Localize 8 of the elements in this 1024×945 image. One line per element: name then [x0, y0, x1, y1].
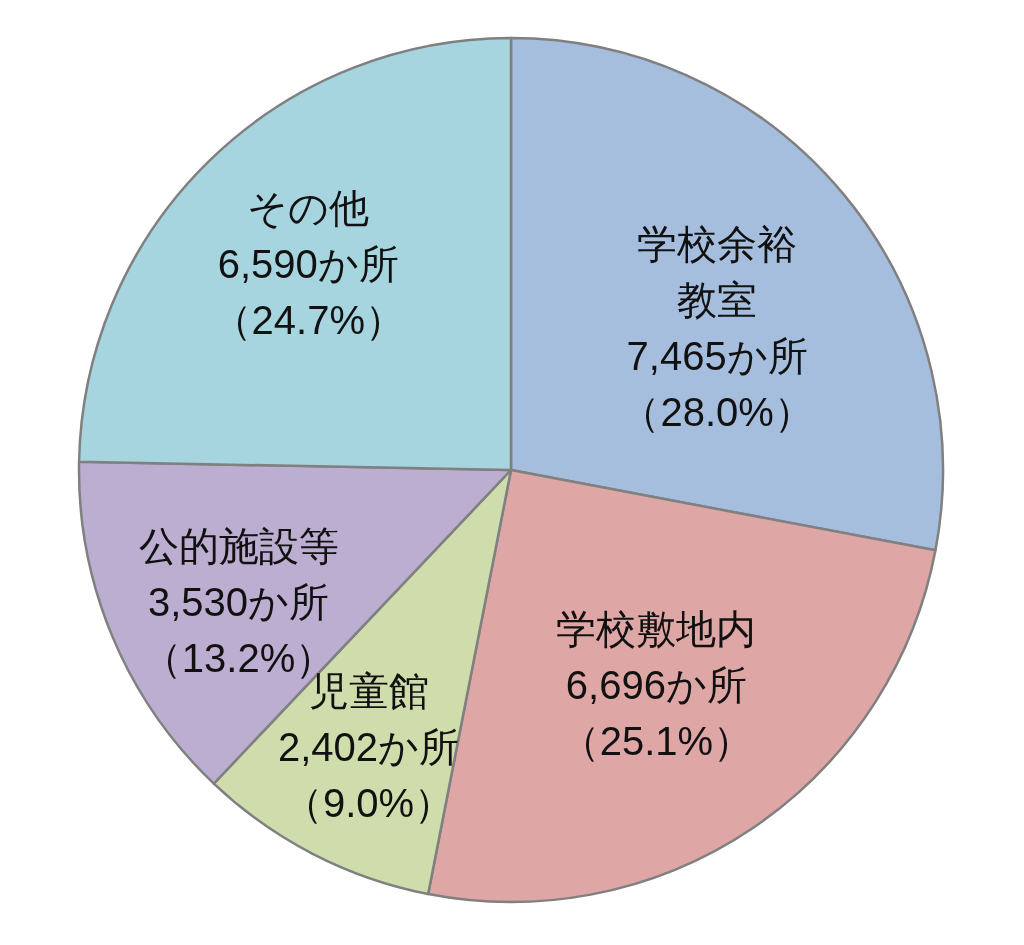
data-label: 7,465か所（28.0%） — [620, 333, 814, 434]
data-label: 2,402か所（9.0%） — [277, 724, 460, 825]
slice-label: その他 — [247, 185, 370, 230]
slice-label: 公的施設等 — [138, 523, 339, 568]
data-label: 6,590か所（24.7%） — [211, 241, 405, 342]
data-label: 6,696か所（25.1%） — [559, 663, 754, 763]
slice-label: 学校敷地内 — [556, 607, 757, 651]
slice-label: 学校余裕教室 — [637, 221, 798, 322]
